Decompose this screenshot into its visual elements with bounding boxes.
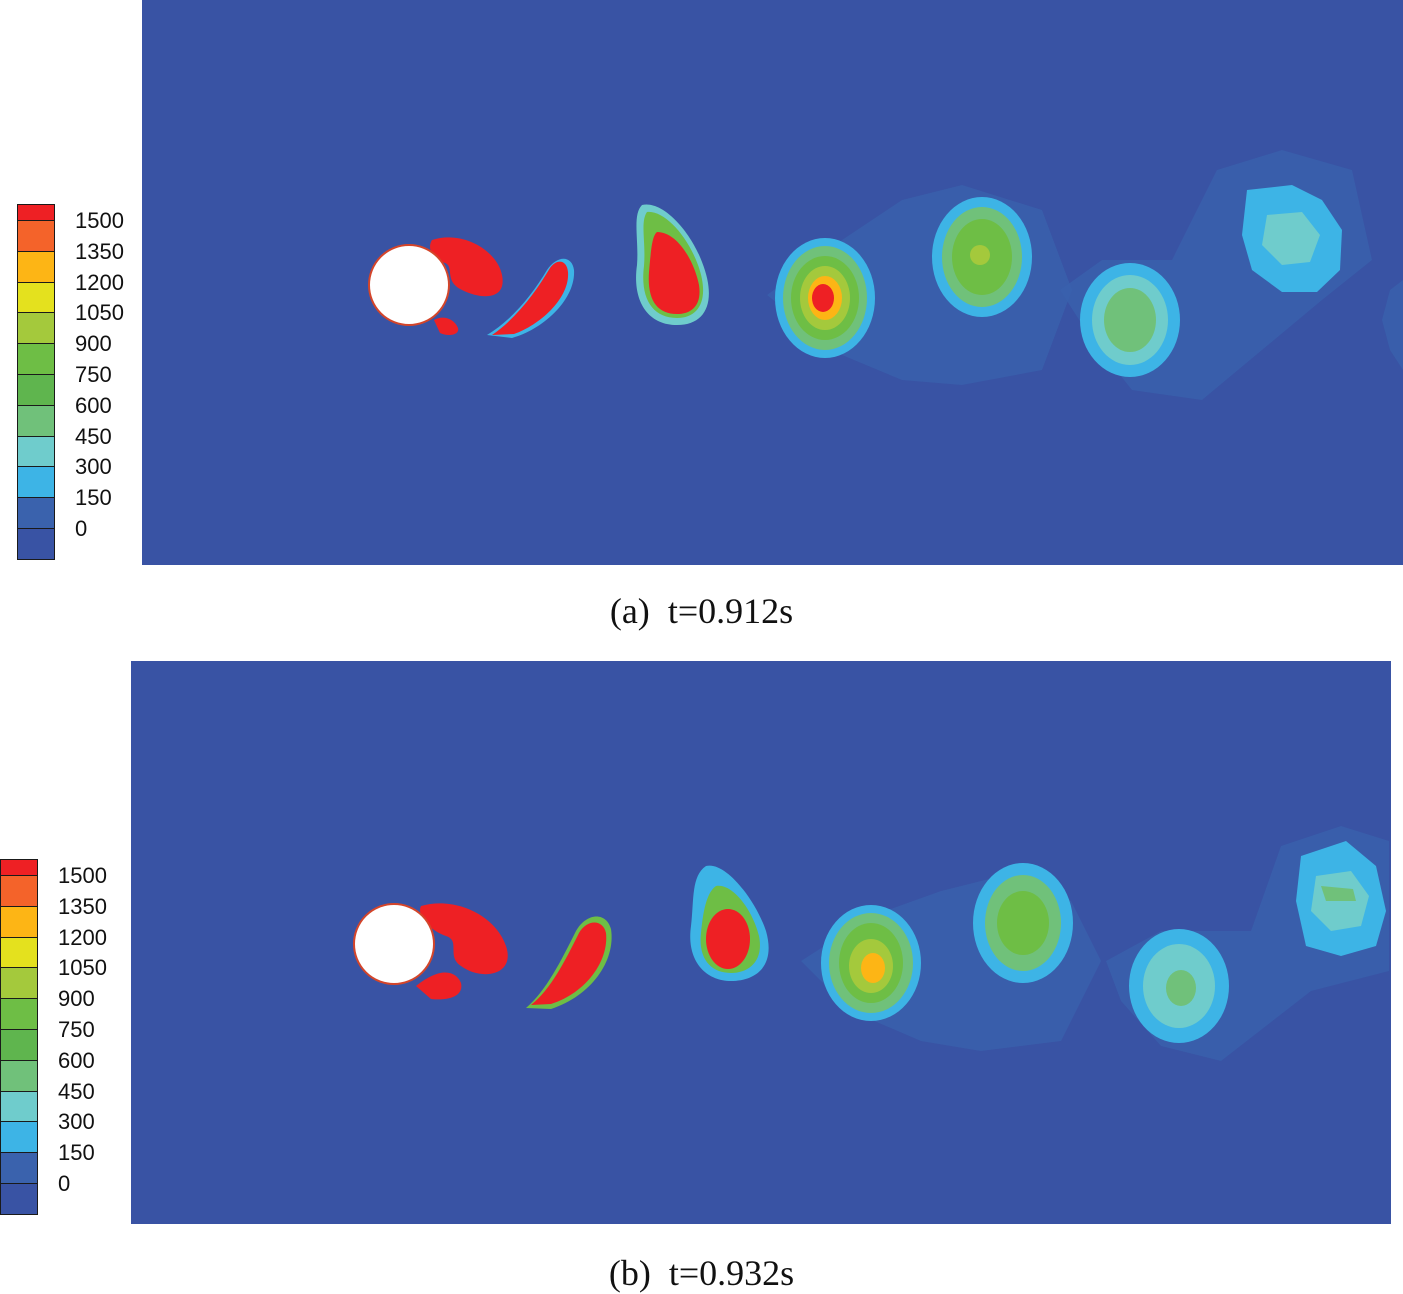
- panel-a: 1500 1350 1200 1050 900 750 600 450 300 150 0 (a) …: [0, 0, 1403, 640]
- colorbar-swatches-b: [0, 859, 38, 1215]
- colorbar-swatch: [17, 374, 55, 406]
- colorbar-swatch: [17, 204, 55, 221]
- colorbar-tick-label: 0: [75, 515, 88, 541]
- colorbar-tick-label: 1200: [75, 269, 124, 295]
- colorbar-swatch: [0, 1122, 38, 1154]
- colorbar-swatch: [0, 906, 38, 938]
- colorbar-tick-label: 150: [58, 1140, 95, 1166]
- colorbar-swatch: [0, 937, 38, 969]
- colorbar-swatch: [17, 405, 55, 437]
- colorbar-tick-label: 300: [58, 1109, 95, 1135]
- colorbar-swatch: [17, 220, 55, 252]
- colorbar-swatch: [0, 859, 38, 876]
- colorbar-swatch: [17, 344, 55, 375]
- colorbar-swatch: [0, 875, 38, 907]
- colorbar-tick-label: 1350: [58, 893, 107, 919]
- colorbar-swatch: [17, 528, 55, 560]
- cylinder-b: [353, 903, 435, 985]
- caption-b: (b) t=0.932s: [0, 1252, 1403, 1294]
- colorbar-tick-label: 150: [75, 485, 112, 511]
- colorbar-tick-label: 450: [58, 1078, 95, 1104]
- contour-field-a: [142, 0, 1403, 565]
- colorbar-tick-label: 1500: [58, 862, 107, 888]
- caption-label-a: (a): [609, 591, 650, 631]
- colorbar-swatch: [17, 436, 55, 468]
- colorbar-swatch: [0, 1153, 38, 1184]
- colorbar-swatch: [17, 313, 55, 345]
- colorbar-tick-label: 1050: [75, 300, 124, 326]
- colorbar-swatch: [0, 1060, 38, 1092]
- colorbar-swatch: [0, 1183, 38, 1215]
- caption-label-b: (b): [608, 1253, 651, 1293]
- colorbar-tick-label: 600: [75, 392, 112, 418]
- colorbar-tick-label: 900: [75, 331, 112, 357]
- colorbar-tick-label: 1350: [75, 238, 124, 264]
- caption-a: (a) t=0.912s: [0, 590, 1403, 632]
- contour-plot-b: [131, 661, 1391, 1224]
- colorbar-tick-label: 900: [58, 986, 95, 1012]
- colorbar-tick-label: 1200: [58, 924, 107, 950]
- colorbar-tick-label: 450: [75, 423, 112, 449]
- cylinder: [368, 244, 450, 326]
- colorbar-tick-label: 0: [58, 1170, 71, 1196]
- colorbar-tick-label: 1500: [75, 207, 124, 233]
- panel-b: 1500 1350 1200 1050 900 750 600 450 300 150 0 (b) …: [0, 655, 1403, 1293]
- colorbar-tick-label: 750: [58, 1016, 95, 1042]
- caption-time-a: t=0.912s: [667, 591, 794, 631]
- colorbar-tick-label: 1050: [58, 955, 107, 981]
- colorbar-swatches-a: [17, 204, 55, 560]
- colorbar-swatch: [0, 1029, 38, 1061]
- colorbar-swatch: [17, 282, 55, 314]
- contour-plot-a: [142, 0, 1403, 565]
- colorbar-tick-label: 300: [75, 454, 112, 480]
- colorbar-tick-label: 600: [58, 1047, 95, 1073]
- contour-field-b: [131, 661, 1391, 1224]
- colorbar-swatch: [0, 1091, 38, 1123]
- caption-time-b: t=0.932s: [668, 1253, 795, 1293]
- colorbar-swatch: [17, 467, 55, 499]
- colorbar-swatch: [17, 251, 55, 283]
- colorbar-swatch: [17, 498, 55, 529]
- colorbar-swatch: [0, 999, 38, 1030]
- colorbar-tick-label: 750: [75, 361, 112, 387]
- colorbar-swatch: [0, 968, 38, 1000]
